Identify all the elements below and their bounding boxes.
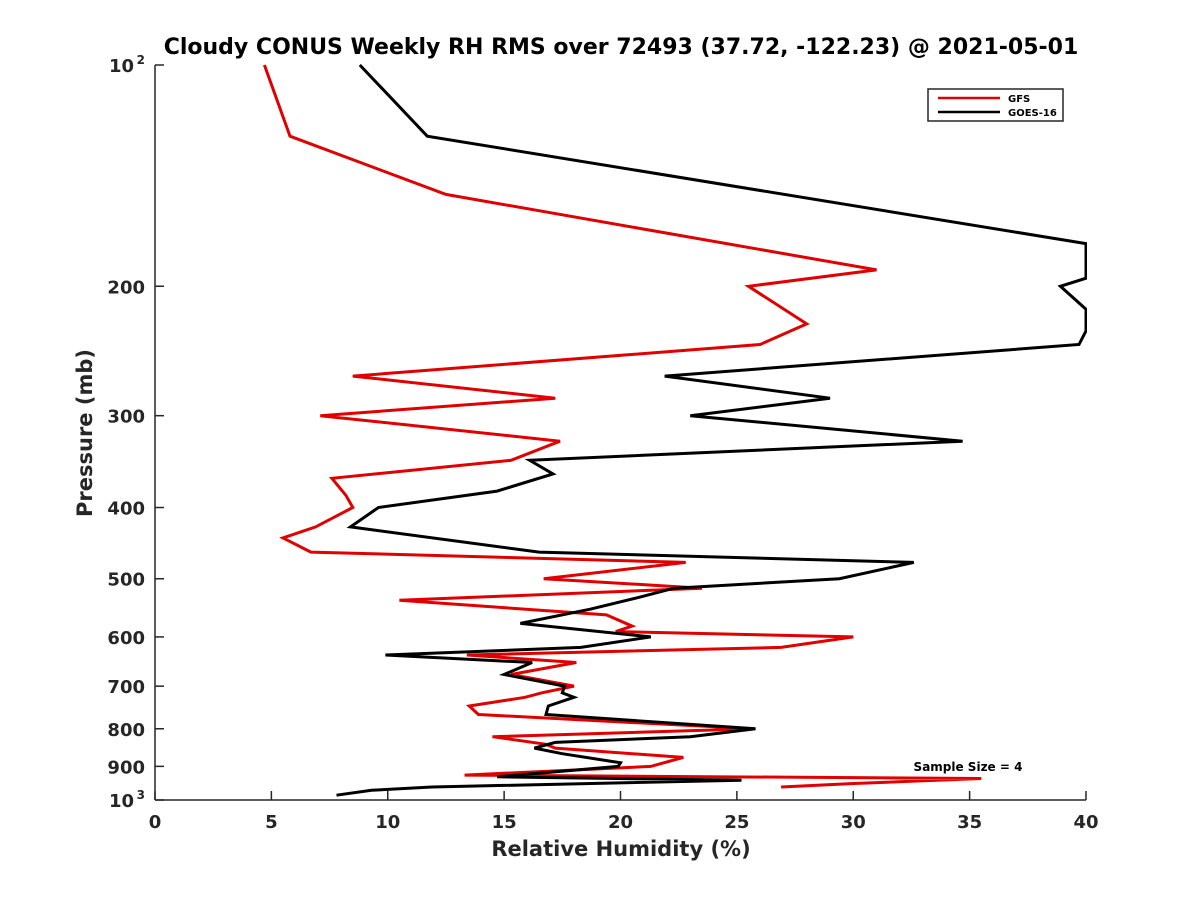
y-tick-label: 300 — [107, 407, 145, 428]
x-axis-title: Relative Humidity (%) — [491, 837, 750, 861]
y-tick-label: 700 — [107, 677, 145, 698]
y-tick-label: 400 — [107, 499, 145, 520]
y-tick-label: 200 — [107, 277, 145, 298]
legend: GFS GOES-16 — [927, 88, 1064, 122]
y-tick-exponent: 3 — [137, 788, 145, 802]
series-layer — [262, 64, 1087, 797]
axes-layer — [154, 65, 1086, 801]
legend-label-goes-16: GOES-16 — [1008, 108, 1057, 119]
y-axis-title: Pressure (mb) — [73, 349, 97, 517]
x-tick-label: 30 — [841, 812, 866, 833]
x-tick-label: 20 — [608, 812, 633, 833]
x-tick-label: 15 — [492, 812, 517, 833]
x-tick-label: 35 — [957, 812, 982, 833]
y-tick-label: 900 — [107, 757, 145, 778]
y-tick-label: 10 — [109, 791, 134, 812]
y-tick-label: 800 — [107, 720, 145, 741]
chart-title: Cloudy CONUS Weekly RH RMS over 72493 (3… — [164, 35, 1079, 60]
series-line-gfs — [262, 64, 982, 789]
sample-size-annotation: Sample Size = 4 — [914, 760, 1023, 774]
y-tick-label: 500 — [107, 570, 145, 591]
legend-label-gfs: GFS — [1008, 94, 1030, 105]
series-line-goes-16 — [336, 64, 1087, 797]
x-tick-label: 5 — [265, 812, 278, 833]
legend-box — [927, 88, 1064, 122]
x-tick-label: 25 — [724, 812, 749, 833]
y-tick-label: 600 — [107, 628, 145, 649]
x-tick-label: 40 — [1073, 812, 1098, 833]
y-tick-exponent: 2 — [137, 53, 145, 67]
y-tick-label: 10 — [109, 56, 134, 77]
x-tick-label: 0 — [149, 812, 162, 833]
x-tick-label: 10 — [375, 812, 400, 833]
